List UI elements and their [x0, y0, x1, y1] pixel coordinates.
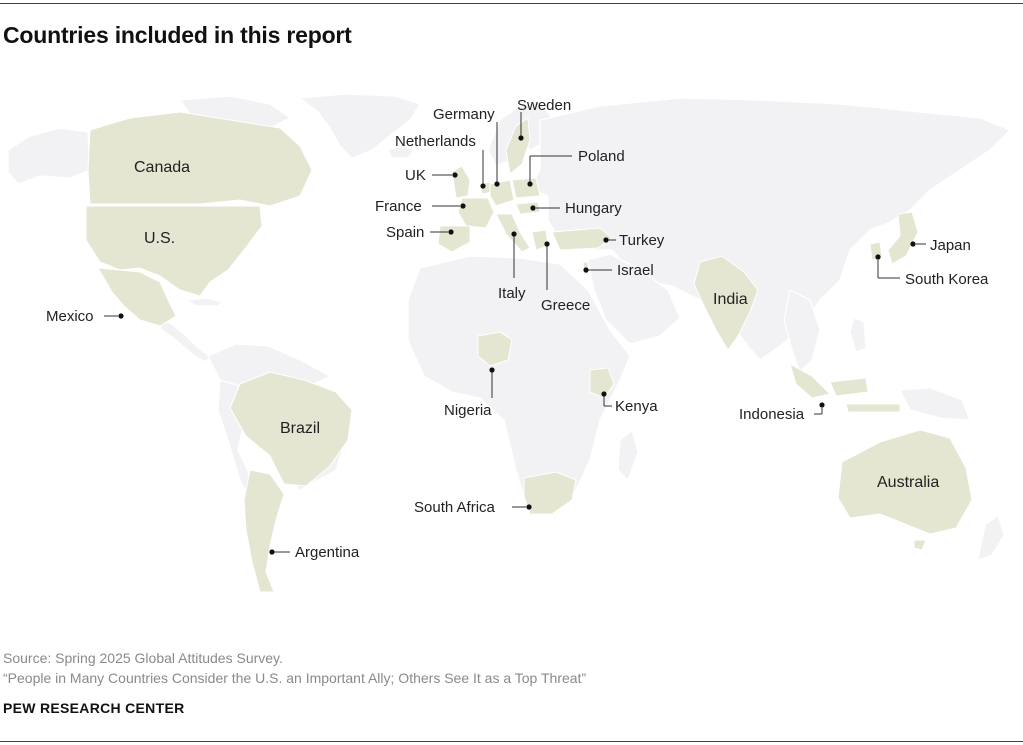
label-brazil: Brazil [280, 420, 320, 437]
label-turkey: Turkey [619, 232, 665, 249]
country-nigeria [477, 331, 513, 367]
country-indonesia [789, 362, 901, 413]
country-france [457, 197, 495, 229]
country-australia [837, 429, 973, 535]
country-us [85, 205, 263, 297]
brand-logo-text: PEW RESEARCH CENTER [3, 700, 185, 716]
label-france: France [375, 198, 422, 215]
country-sweden [505, 117, 531, 175]
country-spain [437, 225, 471, 253]
base-land [7, 93, 1012, 561]
label-mexico: Mexico [46, 308, 94, 325]
label-japan: Japan [930, 237, 971, 254]
country-poland [511, 177, 541, 199]
label-uk: UK [405, 167, 426, 184]
label-israel: Israel [617, 262, 654, 279]
country-argentina [243, 469, 285, 593]
label-kenya: Kenya [615, 398, 658, 415]
country-uk [451, 165, 471, 199]
label-south-africa: South Africa [414, 499, 496, 516]
country-canada [87, 111, 313, 207]
bottom-rule [0, 741, 1023, 742]
label-italy: Italy [498, 285, 526, 302]
country-turkey [551, 227, 613, 251]
label-india: India [713, 291, 748, 308]
label-south-korea: South Korea [905, 271, 989, 288]
country-south-africa [523, 471, 577, 515]
world-map: Canada U.S. Mexico Brazil Argentina UK F… [7, 93, 1012, 593]
label-australia: Australia [877, 474, 939, 491]
label-greece: Greece [541, 297, 590, 314]
label-nigeria: Nigeria [444, 402, 492, 419]
country-germany [489, 179, 515, 207]
label-argentina: Argentina [295, 544, 360, 561]
report-title: “People in Many Countries Consider the U… [3, 670, 587, 686]
country-labels: Canada U.S. Mexico Brazil Argentina UK F… [46, 97, 989, 561]
country-japan [887, 211, 919, 265]
label-indonesia: Indonesia [739, 406, 805, 423]
label-poland: Poland [578, 148, 625, 165]
country-australia-tasmania [913, 539, 927, 551]
country-hungary [515, 201, 541, 215]
label-spain: Spain [386, 224, 424, 241]
source-note: Source: Spring 2025 Global Attitudes Sur… [3, 650, 283, 666]
top-rule [0, 3, 1023, 4]
country-brazil [229, 371, 353, 487]
surveyed-countries [85, 111, 973, 593]
leaders [104, 112, 926, 555]
country-india [693, 255, 759, 351]
country-mexico [97, 267, 177, 327]
page-title: Countries included in this report [3, 22, 352, 48]
label-canada: Canada [134, 159, 190, 176]
label-hungary: Hungary [565, 200, 622, 217]
label-netherlands: Netherlands [395, 133, 476, 150]
country-greece [531, 229, 549, 251]
country-kenya [589, 367, 615, 399]
label-germany: Germany [433, 106, 495, 123]
label-sweden: Sweden [517, 97, 571, 114]
label-us: U.S. [144, 230, 175, 247]
